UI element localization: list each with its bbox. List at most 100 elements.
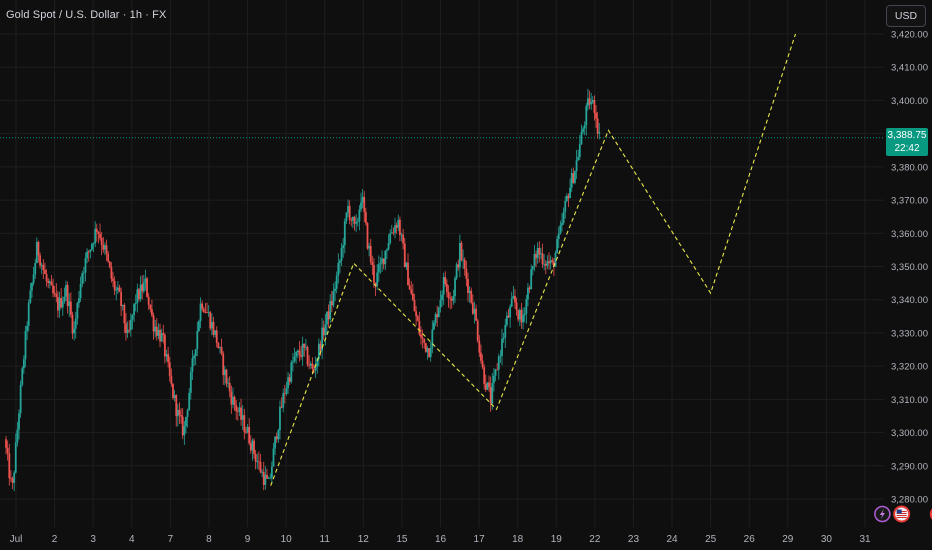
candle-body [266, 474, 268, 479]
candle-body [220, 347, 223, 354]
candle-body [167, 354, 170, 363]
time-tick-label: 12 [358, 534, 370, 545]
candle-body [478, 340, 481, 353]
time-tick-label: 11 [320, 534, 331, 545]
candle-body [181, 416, 184, 436]
candle-body [104, 245, 106, 250]
candle-body [126, 329, 129, 334]
candle-body [272, 448, 275, 467]
price-tick-label: 3,280.00 [891, 495, 928, 506]
candle-body [233, 396, 236, 406]
candle-body [585, 105, 588, 126]
candle-body [591, 99, 594, 103]
candle-body [394, 225, 396, 233]
candle-body [102, 244, 105, 250]
candle-body [99, 233, 101, 239]
candle-body [274, 436, 276, 449]
candle-body [251, 440, 254, 451]
candle-body [335, 275, 338, 289]
candle-body [540, 253, 542, 255]
lightning-icon[interactable] [874, 505, 891, 523]
candle-body [238, 407, 241, 412]
candle-body [527, 287, 529, 300]
candle-body [460, 242, 463, 261]
candle-body [256, 461, 259, 463]
candle-body [356, 221, 359, 223]
candle-body [475, 308, 477, 321]
candle-body [207, 312, 210, 314]
candle-body [115, 289, 118, 291]
time-tick-label: 17 [474, 534, 486, 545]
candle-body [368, 245, 371, 249]
candle-body [204, 311, 207, 313]
candle-body [108, 261, 111, 268]
candle-body [57, 297, 59, 311]
price-tick-label: 3,400.00 [891, 96, 928, 107]
candle-body [311, 363, 314, 369]
candle-body [152, 315, 155, 332]
candle-body [180, 415, 182, 417]
candle-body [40, 264, 43, 266]
time-tick-label: 8 [206, 534, 212, 545]
candle-body [267, 478, 270, 479]
candle-body [301, 343, 304, 357]
time-tick-label: 16 [435, 534, 447, 545]
candle-body [499, 355, 502, 357]
candle-body [95, 228, 98, 233]
candle-body [578, 144, 581, 157]
candle-body [379, 262, 382, 265]
candle-body [324, 324, 327, 336]
candle-body [538, 247, 541, 255]
time-tick-label: 19 [551, 534, 563, 545]
candle-body [241, 415, 244, 420]
candle-body [488, 382, 490, 388]
candle-body [544, 263, 547, 266]
candle-body [97, 232, 100, 234]
candle-body [26, 325, 29, 331]
candle-body [405, 262, 408, 268]
candle-body [345, 212, 348, 222]
candle-body [580, 131, 583, 145]
candle-body [159, 329, 161, 342]
candle-body [428, 348, 430, 358]
currency-button[interactable]: USD [886, 5, 926, 27]
candle-body [24, 330, 27, 360]
candle-body [561, 222, 563, 226]
candle-body [154, 326, 157, 332]
price-axis[interactable]: 3,280.00 3,290.00 3,300.00 3,310.00 3,320.00… [891, 30, 928, 506]
candle-body [329, 301, 332, 320]
candle-body [245, 431, 247, 433]
candle-body [262, 471, 265, 485]
candle-body [429, 348, 432, 358]
candle-body [575, 160, 578, 172]
candle-body [157, 329, 160, 336]
candle-body [253, 440, 255, 455]
candle-body [279, 406, 281, 431]
candle-body [131, 315, 134, 320]
candle-body [446, 283, 448, 293]
candle-body [264, 474, 267, 485]
candle-body [556, 239, 559, 254]
candle-body [189, 371, 192, 393]
candle-body [227, 383, 229, 384]
candle-body [598, 132, 601, 134]
candle-body [22, 359, 25, 369]
economic-events[interactable] [874, 505, 932, 523]
candle-body [21, 368, 24, 385]
candle-body [433, 322, 435, 330]
candle-body [275, 436, 278, 440]
candle-body [322, 327, 325, 336]
time-tick-label: 9 [245, 534, 251, 545]
candle-body [403, 243, 406, 268]
candle-body [528, 287, 531, 290]
candle-body [567, 195, 570, 199]
us-flag-icon[interactable] [893, 505, 911, 523]
candle-body [55, 293, 58, 298]
price-tick-label: 3,330.00 [891, 328, 928, 339]
candle-body [191, 358, 194, 372]
time-axis[interactable]: Jul 2 3 4 7 8 9 10 11 12 15 16 17 18 19 22 23 24 25 26 29 30 3… [10, 534, 871, 545]
candle-body [554, 253, 557, 267]
candle-body [215, 330, 218, 344]
candle-body [316, 358, 319, 367]
